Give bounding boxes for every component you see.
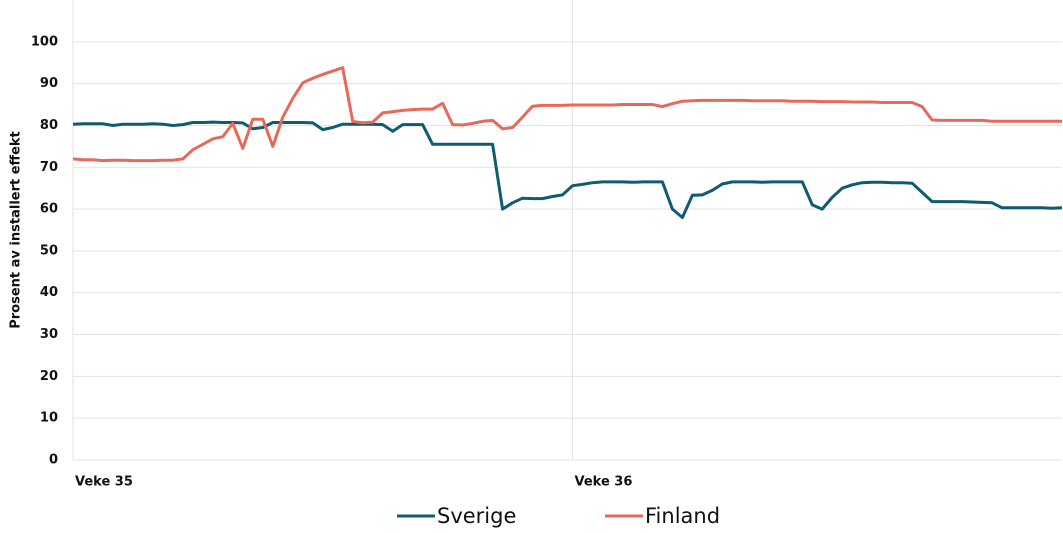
y-tick-label: 50 bbox=[40, 243, 58, 258]
series-line bbox=[72, 66, 1062, 163]
legend-label: Sverige bbox=[437, 504, 516, 528]
legend-label: Finland bbox=[645, 504, 720, 528]
y-tick-label: 90 bbox=[40, 76, 58, 91]
y-tick-label: 80 bbox=[40, 118, 58, 133]
y-tick-label: 10 bbox=[40, 411, 58, 426]
y-axis-label: Prosent av installert effekt bbox=[9, 131, 24, 329]
y-tick-label: 40 bbox=[40, 285, 58, 300]
y-tick-label: 20 bbox=[40, 369, 58, 384]
y-tick-label: 70 bbox=[40, 160, 58, 175]
x-tick-label: Veke 36 bbox=[574, 475, 632, 490]
y-tick-label: 30 bbox=[40, 327, 58, 342]
y-tick-label: 0 bbox=[49, 453, 58, 468]
y-tick-label: 60 bbox=[40, 202, 58, 217]
y-tick-label: 100 bbox=[31, 34, 58, 49]
series-line bbox=[72, 120, 1063, 219]
x-tick-label: Veke 35 bbox=[75, 475, 133, 490]
